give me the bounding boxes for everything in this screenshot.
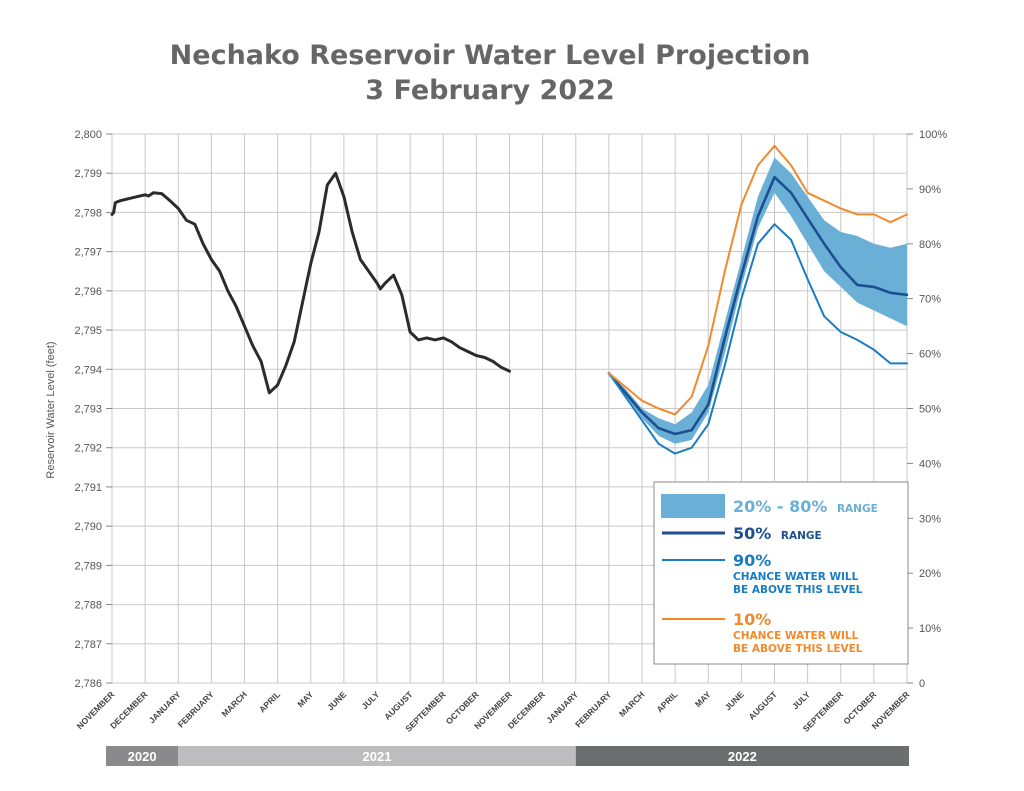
legend-median-big: 50% bbox=[733, 524, 771, 543]
series-lines bbox=[110, 144, 909, 455]
legend-p10-big: 10% bbox=[733, 610, 771, 629]
y-tick-label: 2,797 bbox=[74, 247, 102, 259]
band-20-80 bbox=[608, 157, 907, 444]
legend-p90-big: 90% bbox=[733, 551, 771, 570]
legend-p90-line1: CHANCE WATER WILL bbox=[733, 571, 859, 583]
x-tick-label: JULY bbox=[360, 689, 382, 711]
y-tick-label: 2,792 bbox=[74, 443, 102, 455]
x-tick-label: AUGUST bbox=[746, 689, 779, 722]
legend-band-big: 20% - 80% bbox=[733, 497, 827, 516]
y-tick-label: 2,796 bbox=[74, 286, 102, 298]
x-tick-label: FEBRUARY bbox=[573, 689, 613, 729]
legend-p10-line1: CHANCE WATER WILL bbox=[733, 630, 859, 642]
y-tick-label: 2,795 bbox=[74, 325, 102, 337]
y2-tick-label: 100% bbox=[919, 129, 947, 141]
legend-median-label: 50% RANGE bbox=[733, 524, 822, 543]
y-tick-label: 2,786 bbox=[74, 678, 102, 690]
x-tick-label: AUGUST bbox=[382, 689, 415, 722]
year-segment bbox=[178, 746, 576, 766]
chart-title: Nechako Reservoir Water Level Projection bbox=[169, 40, 811, 71]
x-tick-label: MAY bbox=[295, 689, 315, 709]
year-label: 2020 bbox=[128, 749, 157, 764]
legend-band-swatch bbox=[661, 494, 725, 518]
y2-tick-label: 30% bbox=[919, 513, 941, 525]
x-tick-label: JULY bbox=[790, 689, 812, 711]
year-segment bbox=[106, 746, 179, 766]
y-tick-label: 2,800 bbox=[74, 129, 102, 141]
legend-band-small: RANGE bbox=[837, 503, 878, 515]
x-tick-label: APRIL bbox=[654, 689, 679, 714]
series-line-10- bbox=[607, 144, 908, 416]
x-tick-label: MARCH bbox=[219, 689, 248, 718]
y2-tick-label: 20% bbox=[919, 568, 941, 580]
x-tick-label: JUNE bbox=[723, 689, 746, 712]
year-label: 2021 bbox=[363, 749, 392, 764]
y-tick-label: 2,788 bbox=[74, 600, 102, 612]
legend-band-label: 20% - 80% RANGE bbox=[733, 497, 878, 516]
series-line-observed bbox=[110, 171, 511, 395]
x-tick-label: JUNE bbox=[325, 689, 348, 712]
series-line-50-range bbox=[607, 175, 909, 436]
chart-subtitle: 3 February 2022 bbox=[365, 75, 615, 106]
y-tick-label: 2,794 bbox=[74, 364, 102, 376]
y-tick-label: 2,791 bbox=[74, 482, 102, 494]
band-layer bbox=[608, 157, 907, 444]
y2-tick-label: 70% bbox=[919, 294, 941, 306]
x-tick-label: MARCH bbox=[617, 689, 646, 718]
y2-tick-label: 0 bbox=[919, 678, 925, 690]
x-tick-label: APRIL bbox=[257, 689, 282, 714]
legend-p10-line2: BE ABOVE THIS LEVEL bbox=[733, 643, 863, 655]
y2-tick-label: 40% bbox=[919, 458, 941, 470]
year-label: 2022 bbox=[728, 749, 757, 764]
y2-tick-label: 80% bbox=[919, 239, 941, 251]
legend-p90-line2: BE ABOVE THIS LEVEL bbox=[733, 584, 863, 596]
y2-tick-label: 90% bbox=[919, 184, 941, 196]
y-tick-label: 2,798 bbox=[74, 207, 102, 219]
y2-tick-label: 10% bbox=[919, 623, 941, 635]
y-tick-label: 2,789 bbox=[74, 560, 102, 572]
y-tick-label: 2,793 bbox=[74, 404, 102, 416]
year-segment bbox=[575, 746, 909, 766]
y-tick-label: 2,790 bbox=[74, 521, 102, 533]
legend: 20% - 80% RANGE 50% RANGE 90% CHANCE WAT… bbox=[653, 481, 909, 665]
series-line-90- bbox=[607, 223, 908, 455]
x-tick-label: FEBRUARY bbox=[176, 689, 216, 729]
y-axis-ticks: 2,800 2,799 2,798 2,797 2,796 2,795 2,794 2,793… bbox=[74, 129, 112, 690]
y-axis-label: Reservoir Water Level (feet) bbox=[45, 341, 57, 478]
y2-tick-label: 60% bbox=[919, 349, 941, 361]
y2-axis-ticks: 100% 90% 80% 70% 60% 50% 40% 30% 20% 10% 0 bbox=[907, 129, 947, 690]
y-tick-label: 2,787 bbox=[74, 639, 102, 651]
year-bar: 2020 2021 2022 bbox=[106, 746, 909, 766]
x-tick-label: MAY bbox=[693, 689, 713, 709]
y2-tick-label: 50% bbox=[919, 404, 941, 416]
legend-median-small: RANGE bbox=[781, 530, 822, 542]
y-tick-label: 2,799 bbox=[74, 168, 102, 180]
